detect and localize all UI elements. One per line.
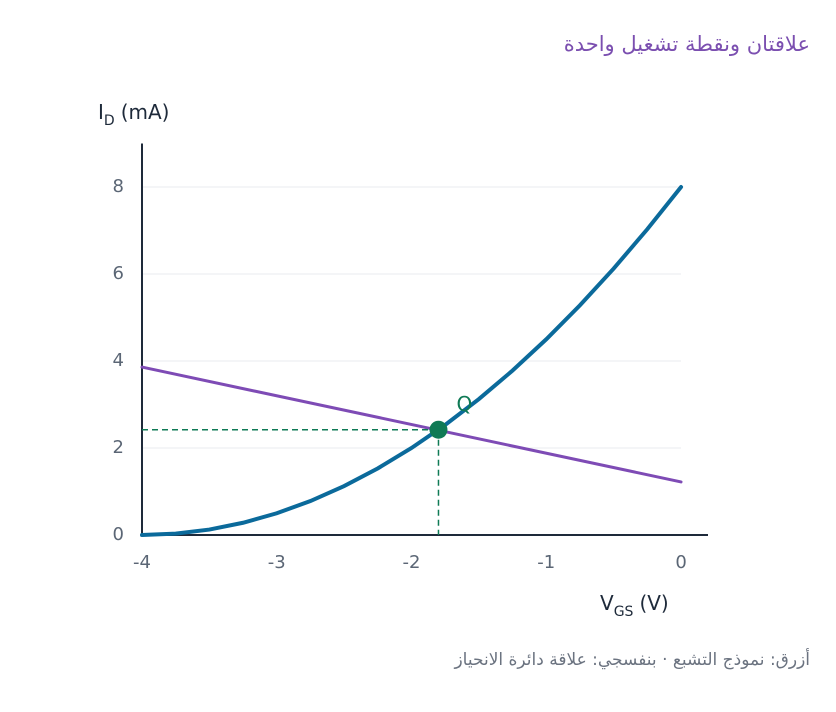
y-tick-label: 4	[113, 350, 124, 371]
caption: أزرق: نموذج التشبع · بنفسجي: علاقة دائرة…	[454, 650, 810, 670]
x-tick-label: 0	[675, 552, 686, 573]
bias-line	[140, 365, 683, 484]
saturation-curve	[140, 185, 684, 537]
x-tick-label: -3	[268, 552, 286, 573]
y-axis-label: ID (mA)	[98, 100, 169, 130]
y-label-main: I	[98, 100, 104, 124]
y-tick-label: 0	[113, 524, 124, 545]
chart-title: علاقتان ونقطة تشغيل واحدة	[563, 32, 810, 56]
q-point	[429, 420, 448, 439]
x-tick-label: -1	[537, 552, 555, 573]
x-label-main: V	[600, 591, 614, 615]
x-label-sub: GS	[614, 604, 634, 620]
y-tick-label: 6	[113, 263, 124, 284]
y-label-unit: (mA)	[121, 100, 170, 124]
q-label: Q	[456, 392, 472, 416]
y-tick-label: 2	[113, 437, 124, 458]
x-tick-label: -4	[133, 552, 151, 573]
x-tick-label: -2	[403, 552, 421, 573]
y-tick-label: 8	[113, 176, 124, 197]
y-label-sub: D	[104, 113, 115, 129]
x-axis-label: VGS (V)	[600, 591, 669, 621]
x-label-unit: (V)	[639, 591, 668, 615]
